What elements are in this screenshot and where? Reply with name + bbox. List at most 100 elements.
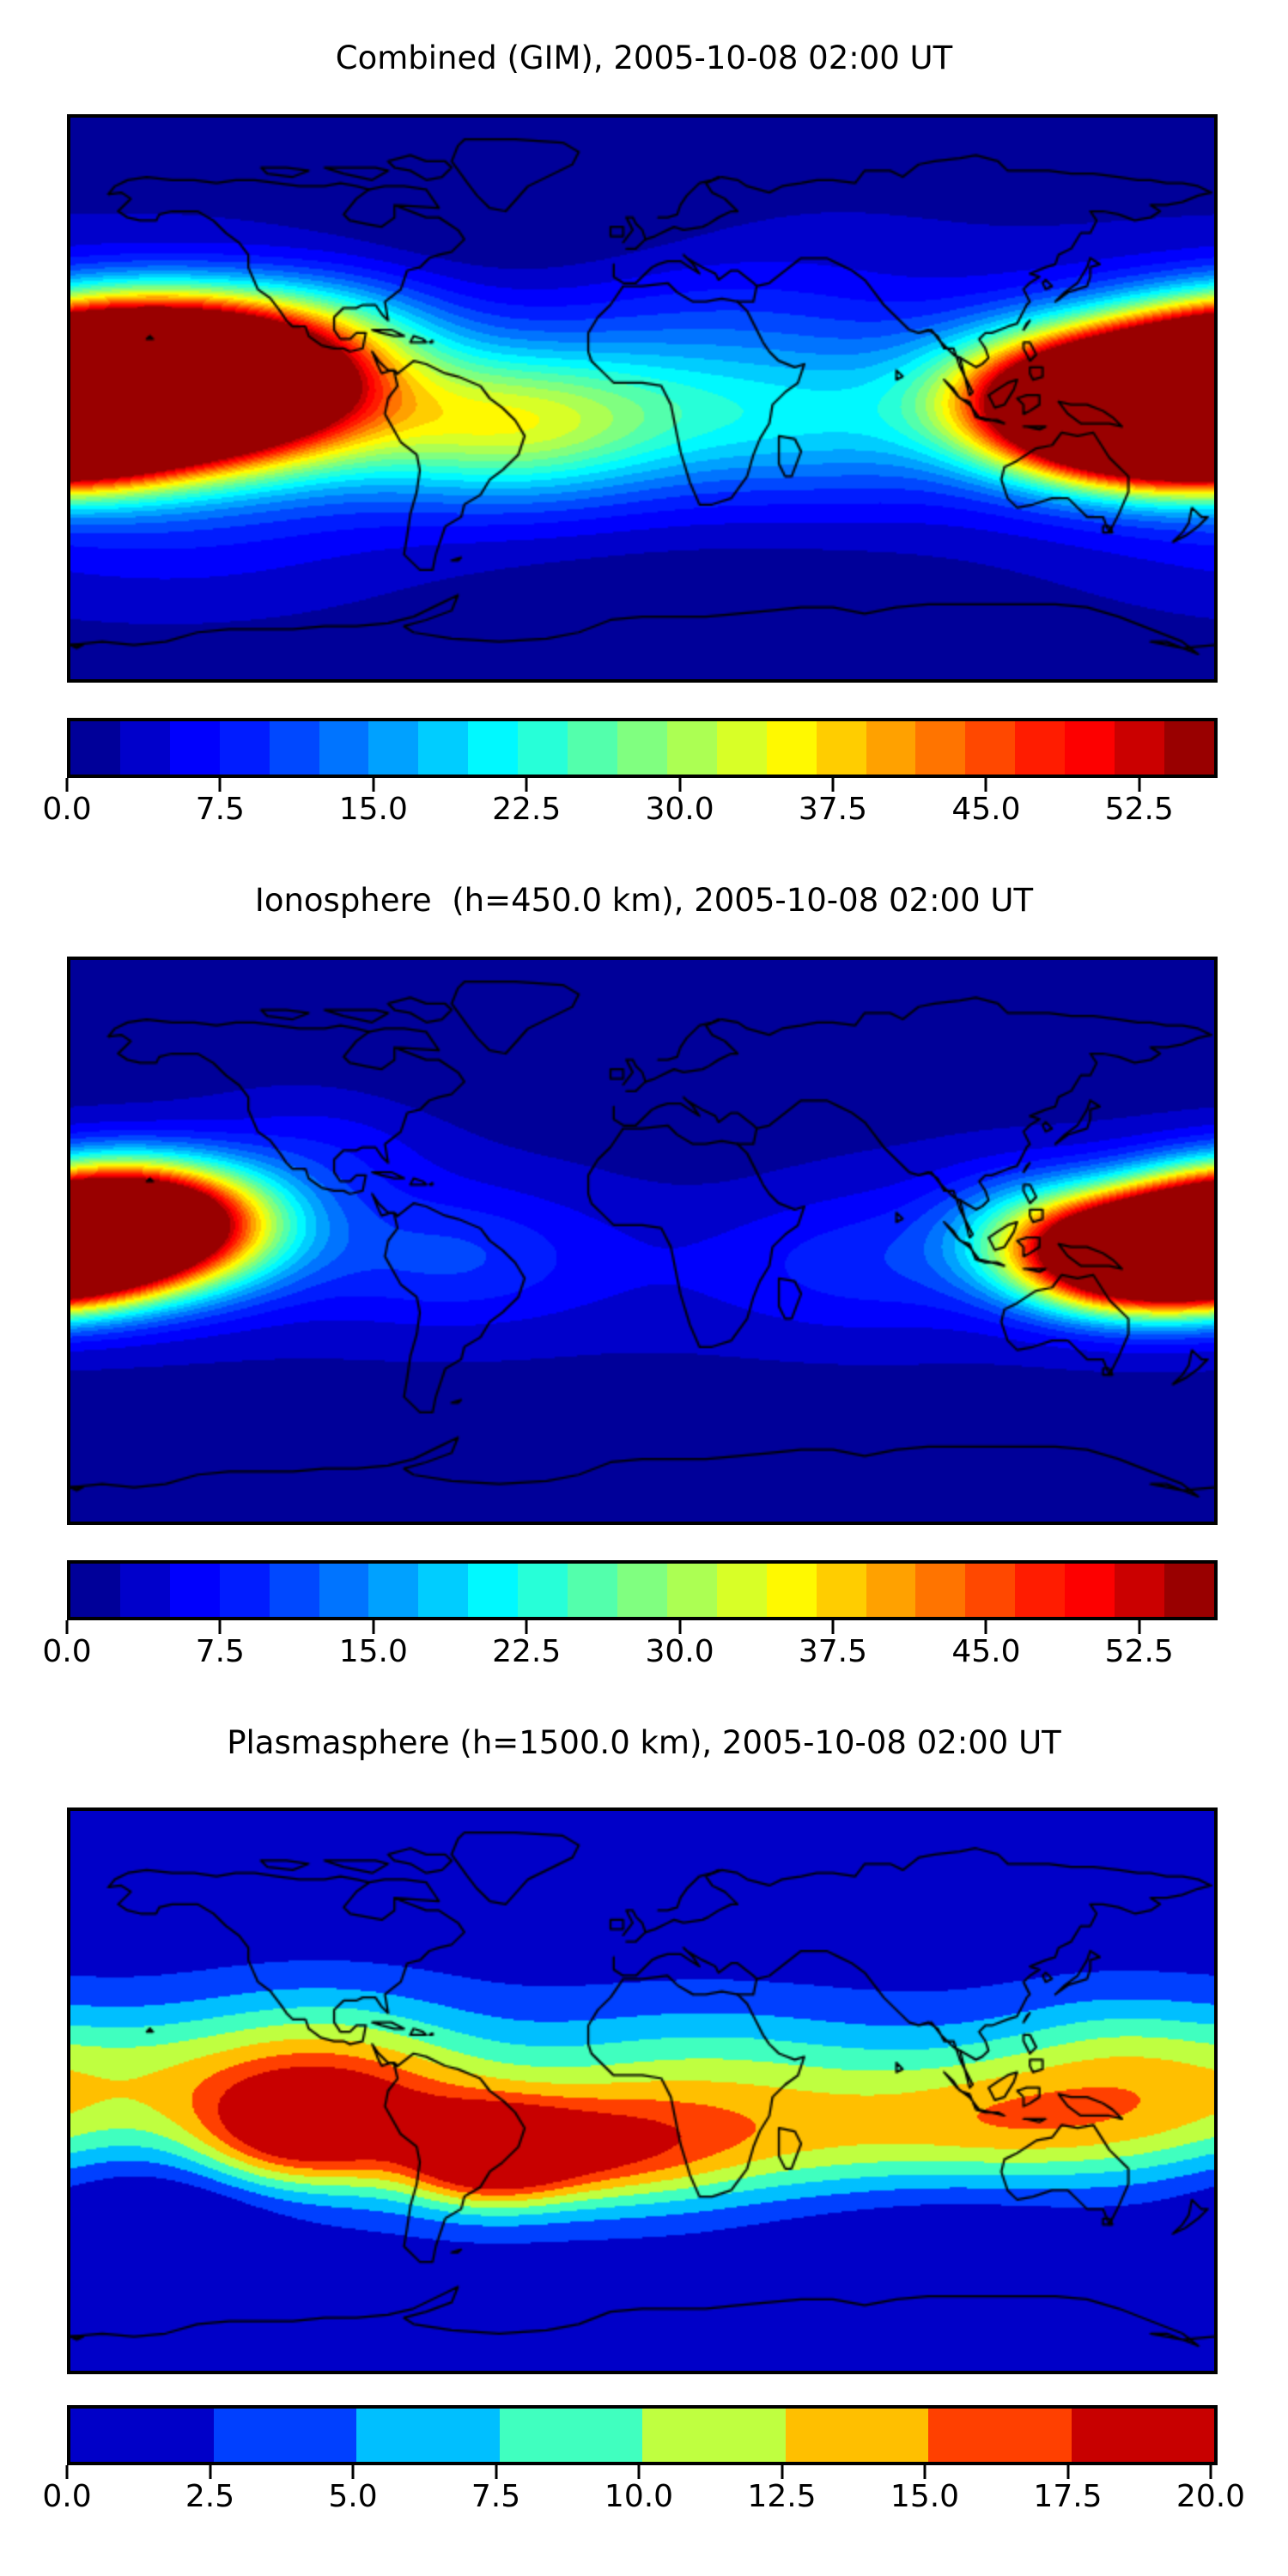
colorbar-band [119,1564,170,1617]
colorbar-labels-ionosphere: 0.0 7.5 15.0 22.5 30.0 37.5 45.0 52.5 [42,1634,1214,1674]
colorbar-band [1071,2409,1214,2462]
colorbar-tick [209,2465,211,2479]
colorbar-labels-combined: 0.0 7.5 15.0 22.5 30.0 37.5 45.0 52.5 [42,792,1214,831]
colorbar-tick [525,1620,528,1634]
colorbar-band [617,1564,667,1617]
map-ionosphere [67,957,1218,1525]
colorbar-tick [218,1620,222,1634]
colorbar-band [368,721,419,775]
colorbar-tick-label: 30.0 [645,1634,714,1669]
colorbar-tick-label: 30.0 [645,792,714,827]
map-canvas-plasmasphere [70,1811,1214,2371]
colorbar-band [866,1564,916,1617]
colorbar-strip-ionosphere [70,1564,1214,1617]
colorbar-tick [525,778,528,792]
colorbar-tick-label: 0.0 [42,2479,92,2514]
colorbar-strip-plasmasphere [70,2409,1214,2462]
colorbar-tick [1138,778,1141,792]
map-canvas-ionosphere [70,960,1214,1522]
colorbar-band [666,1564,717,1617]
colorbar-ticks-combined [64,778,1214,792]
colorbar-tick [831,1620,835,1634]
colorbar-tick-label: 45.0 [951,1634,1021,1669]
colorbar-tick [1138,1620,1141,1634]
colorbar-band [1163,721,1214,775]
colorbar-band [1065,1564,1115,1617]
colorbar-band [965,1564,1016,1617]
colorbar-tick [1209,2465,1212,2479]
colorbar-band [169,1564,220,1617]
colorbar-strip-combined [70,721,1214,775]
colorbar-band [915,721,966,775]
colorbar-band [716,721,767,775]
colorbar-ticks-ionosphere [64,1620,1214,1634]
colorbar-tick-label: 17.5 [1033,2479,1103,2514]
colorbar-band [518,1564,568,1617]
colorbar-band [119,721,170,775]
colorbar-band [418,1564,469,1617]
colorbar-tick [637,2465,641,2479]
colorbar-band [766,721,817,775]
map-combined-gim [67,114,1218,683]
colorbar-tick-label: 45.0 [951,792,1021,827]
colorbar-band [269,1564,319,1617]
colorbar-ionosphere: 0.0 7.5 15.0 22.5 30.0 37.5 45.0 52.5 [42,1560,1218,1674]
colorbar-band [816,721,866,775]
colorbar-band [915,1564,966,1617]
colorbar-band [70,2409,214,2462]
colorbar-band [269,721,319,775]
colorbar-tick-label: 22.5 [492,792,562,827]
colorbar-band [666,721,717,775]
colorbar-tick [984,1620,987,1634]
colorbar-ticks-plasmasphere [64,2465,1214,2479]
colorbar-band [1015,1564,1066,1617]
map-plasmasphere [67,1807,1218,2374]
colorbar-tick-label: 10.0 [604,2479,674,2514]
colorbar-tick [678,1620,682,1634]
colorbar-band [928,2409,1072,2462]
colorbar-band [716,1564,767,1617]
map-canvas-combined [70,118,1214,679]
colorbar-band [866,721,916,775]
colorbar-tick [65,778,69,792]
colorbar-band [642,2409,786,2462]
panel-title-plasmasphere: Plasmasphere (h=1500.0 km), 2005-10-08 0… [227,1724,1061,1761]
colorbar-tick-label: 37.5 [798,792,867,827]
colorbar-tick [984,778,987,792]
colorbar-band [468,1564,519,1617]
colorbar-tick-label: 52.5 [1104,792,1174,827]
colorbar-band [213,2409,356,2462]
colorbar-tick-label: 12.5 [747,2479,817,2514]
colorbar-tick-label: 37.5 [798,1634,867,1669]
colorbar-tick-label: 22.5 [492,1634,562,1669]
colorbar-tick-label: 20.0 [1176,2479,1246,2514]
colorbar-band [766,1564,817,1617]
colorbar-combined: 0.0 7.5 15.0 22.5 30.0 37.5 45.0 52.5 [42,718,1218,831]
colorbar-tick-label: 5.0 [328,2479,378,2514]
colorbar-labels-plasmasphere: 0.0 2.5 5.0 7.5 10.0 12.5 15.0 17.5 20.0 [42,2479,1245,2518]
colorbar-band [219,1564,270,1617]
colorbar-tick-label: 7.5 [195,1634,245,1669]
colorbar-tick [218,778,222,792]
colorbar-tick-label: 7.5 [195,792,245,827]
colorbar-band [70,721,120,775]
colorbar-band [169,721,220,775]
colorbar-band [499,2409,642,2462]
colorbar-band [617,721,667,775]
colorbar-band [965,721,1016,775]
colorbar-tick [372,778,375,792]
colorbar-tick [678,778,682,792]
colorbar-band [1065,721,1115,775]
colorbar-band [319,721,369,775]
colorbar-band [219,721,270,775]
colorbar-band [518,721,568,775]
colorbar-tick [781,2465,783,2479]
colorbar-tick [923,2465,927,2479]
colorbar-tick-label: 15.0 [338,792,408,827]
colorbar-band [568,1564,617,1617]
colorbar-band [418,721,469,775]
colorbar-tick-label: 0.0 [42,1634,92,1669]
colorbar-band [1115,1564,1164,1617]
colorbar-tick-label: 15.0 [890,2479,960,2514]
colorbar-band [1115,721,1164,775]
